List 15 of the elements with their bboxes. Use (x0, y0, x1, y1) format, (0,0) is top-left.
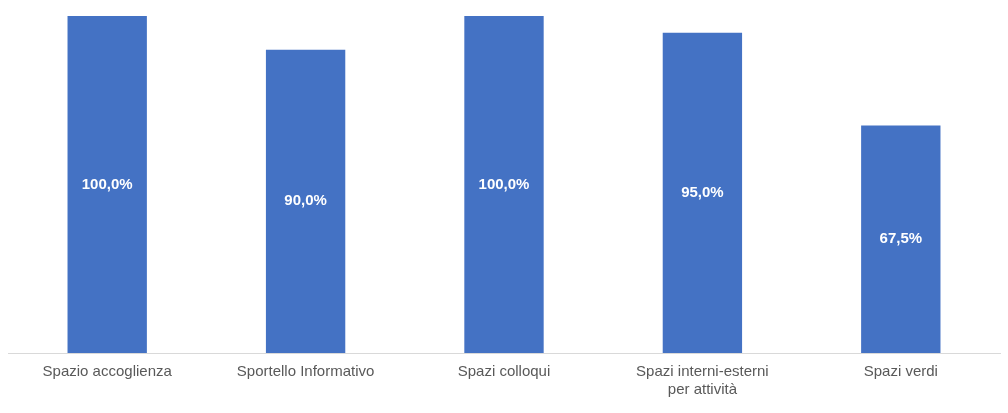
x-tick-label: Spazi colloqui (457, 362, 551, 380)
x-tick-label: Spazi verdi (863, 362, 938, 380)
bar (662, 32, 743, 353)
x-tick-label: Spazio accoglienza (42, 362, 173, 380)
data-label: 90,0% (284, 191, 327, 209)
data-label: 67,5% (879, 229, 923, 247)
bar (861, 125, 941, 353)
x-tick-label: Spazi interni-esterni per attività (636, 362, 769, 398)
bar (464, 16, 544, 353)
bar (265, 49, 346, 353)
x-tick-label: Sportello Informativo (236, 362, 375, 380)
data-label: 100,0% (81, 174, 133, 192)
data-label: 95,0% (681, 183, 724, 201)
data-label: 100,0% (478, 174, 530, 192)
bar (67, 16, 147, 353)
